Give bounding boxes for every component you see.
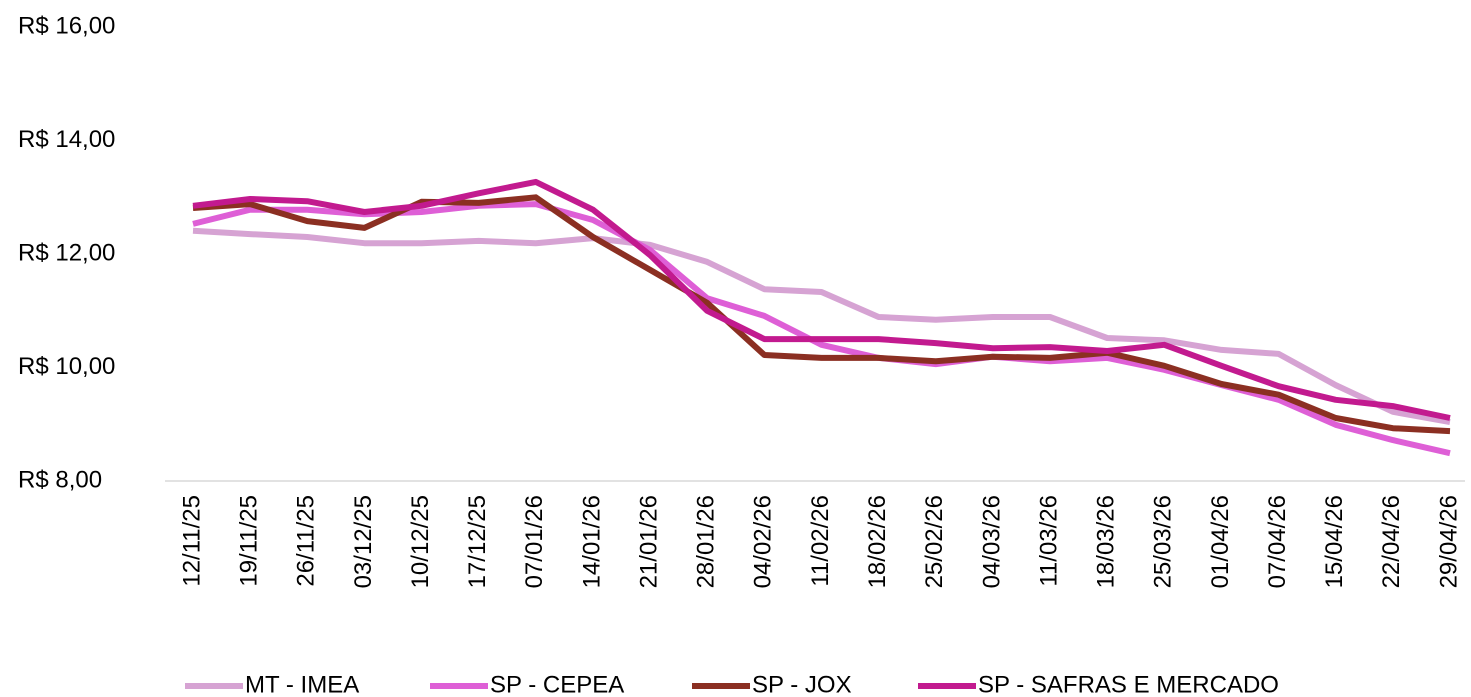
x-tick-label: 25/03/26 [1150,495,1177,588]
series-line [192,178,1451,421]
x-tick-label: 26/11/25 [293,495,320,587]
x-tick-label: 07/04/26 [1264,495,1291,588]
x-tick-label: 25/02/26 [921,495,948,588]
y-tick-label: R$ 14,00 [18,126,115,153]
x-tick-label: 29/04/26 [1435,495,1462,588]
x-tick-label: 01/04/26 [1207,495,1234,588]
x-tick-label: 22/04/26 [1378,495,1405,588]
x-tick-label: 12/11/25 [178,495,205,587]
legend-label: SP - CEPEA [490,671,624,697]
x-tick-label: 04/03/26 [978,495,1005,588]
x-tick-label: 17/12/25 [464,495,491,588]
y-tick-label: R$ 12,00 [18,239,115,266]
x-tick-label: 18/03/26 [1093,495,1120,588]
x-tick-label: 15/04/26 [1321,495,1348,588]
x-tick-label: 18/02/26 [864,495,891,588]
x-tick-label: 03/12/25 [350,495,377,588]
legend-label: MT - IMEA [245,671,359,697]
x-tick-label: 04/02/26 [750,495,777,588]
y-tick-label: R$ 10,00 [18,353,115,380]
x-tick-label: 28/01/26 [693,495,720,588]
x-tick-label: 11/02/26 [807,495,834,587]
x-tick-label: 10/12/25 [407,495,434,588]
x-tick-label: 14/01/26 [578,495,605,588]
legend-label: SP - JOX [752,671,852,697]
y-tick-label: R$ 16,00 [18,12,115,39]
x-tick-label: 07/01/26 [521,495,548,588]
y-tick-label: R$ 8,00 [18,466,102,493]
x-tick-label: 19/11/25 [235,495,262,587]
series-line [192,227,1451,425]
legend-label: SP - SAFRAS E MERCADO [978,671,1279,697]
x-tick-label: 11/03/26 [1035,495,1062,587]
x-tick-label: 21/01/26 [635,495,662,588]
